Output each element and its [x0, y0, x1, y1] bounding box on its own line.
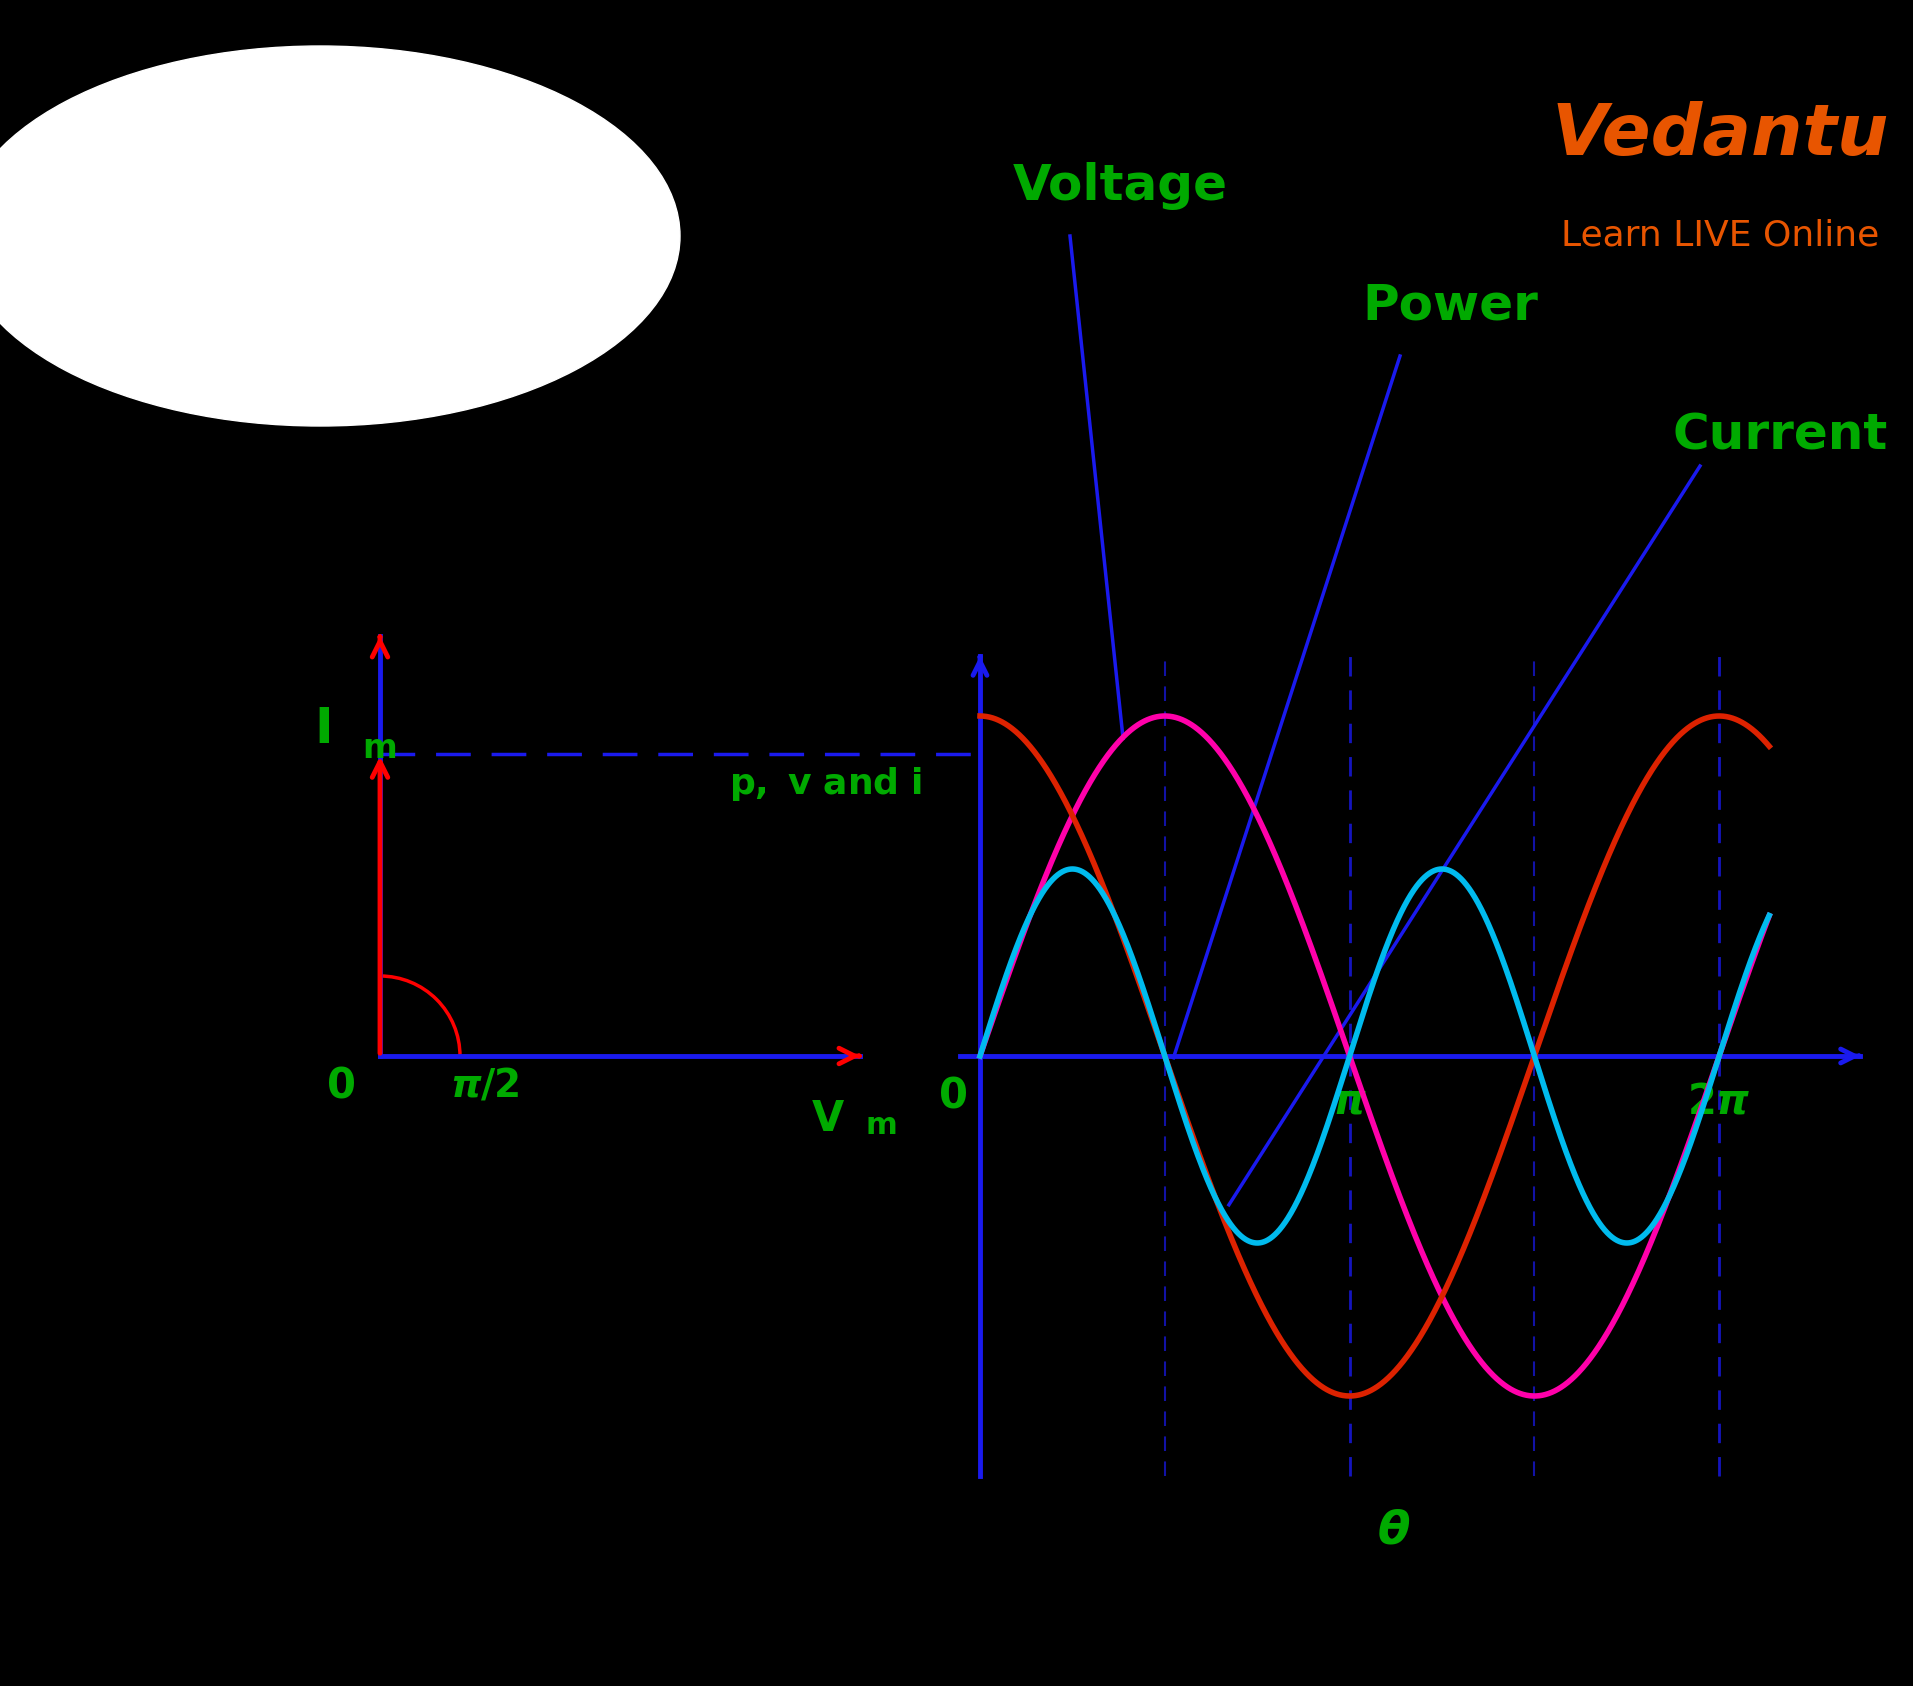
Text: $\boldsymbol{\theta}$: $\boldsymbol{\theta}$	[1377, 1509, 1410, 1553]
Ellipse shape	[0, 46, 679, 427]
Text: $\mathbf{V}$: $\mathbf{V}$	[811, 1098, 846, 1140]
Text: $\boldsymbol{\pi}$: $\boldsymbol{\pi}$	[1331, 1081, 1368, 1121]
Text: $\mathbf{m}$: $\mathbf{m}$	[362, 732, 396, 765]
Text: $\mathbf{p,\ v\ and\ i}$: $\mathbf{p,\ v\ and\ i}$	[729, 765, 922, 803]
Text: $\mathbf{I}$: $\mathbf{I}$	[314, 705, 331, 752]
Text: Current: Current	[1672, 411, 1888, 460]
Text: Vedantu: Vedantu	[1551, 101, 1888, 170]
Text: Voltage: Voltage	[1012, 162, 1228, 211]
Text: $\mathbf{0}$: $\mathbf{0}$	[937, 1076, 966, 1118]
Text: Learn LIVE Online: Learn LIVE Online	[1561, 219, 1879, 253]
Text: $\mathbf{2}\boldsymbol{\pi}$: $\mathbf{2}\boldsymbol{\pi}$	[1687, 1081, 1750, 1121]
Text: Power: Power	[1362, 282, 1538, 330]
Text: $\boldsymbol{\pi/2}$: $\boldsymbol{\pi/2}$	[450, 1067, 520, 1104]
Text: $\mathbf{m}$: $\mathbf{m}$	[865, 1111, 897, 1140]
Text: $\mathbf{0}$: $\mathbf{0}$	[325, 1066, 354, 1108]
